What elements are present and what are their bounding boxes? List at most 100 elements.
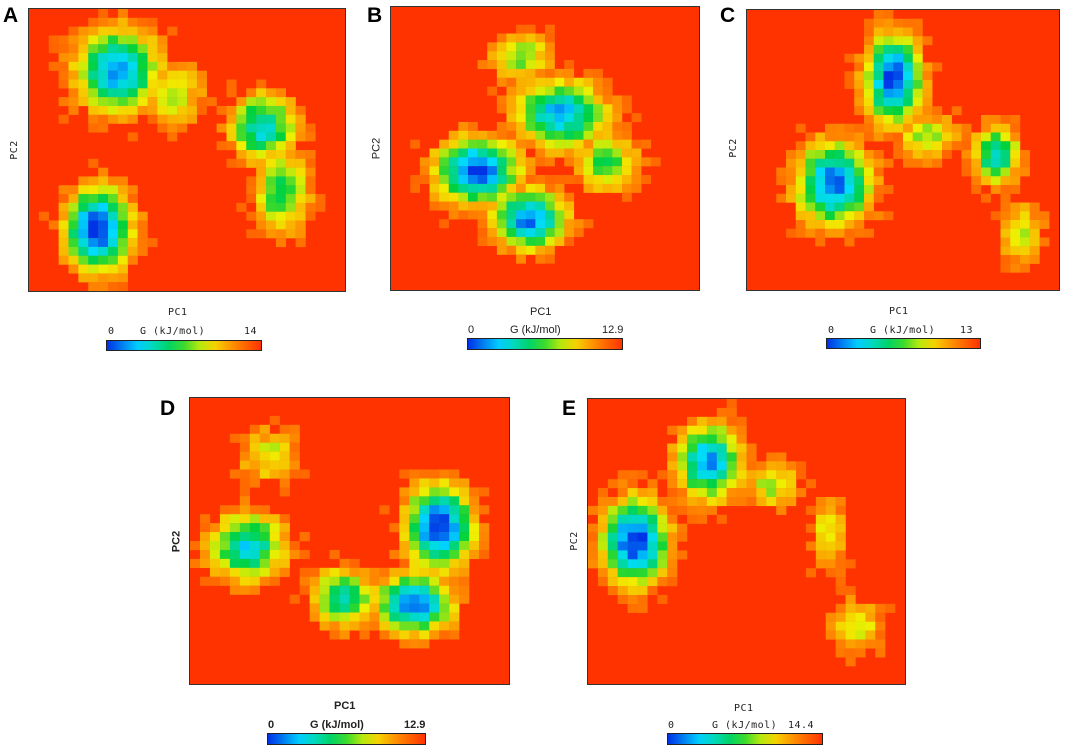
heatmap-cell — [1000, 123, 1011, 133]
heatmap-cell — [98, 273, 109, 283]
panel-label: A — [3, 4, 19, 27]
heatmap-cell — [137, 220, 148, 230]
heatmap-cell — [199, 558, 211, 568]
heatmap-cell — [525, 228, 536, 238]
heatmap-cell — [815, 237, 826, 247]
heatmap-cell — [256, 167, 267, 177]
heatmap-cell — [249, 585, 260, 595]
heatmap-cell — [137, 44, 148, 54]
heatmap-cell — [187, 105, 198, 115]
heatmap-cell — [477, 219, 488, 229]
heatmap-cell — [573, 86, 584, 96]
heatmap-cell — [479, 505, 490, 515]
heatmap-cell — [864, 27, 874, 37]
heatmap-cell — [535, 201, 546, 211]
heatmap-cell — [449, 612, 460, 622]
heatmap-cell — [535, 51, 546, 61]
heatmap-cell — [990, 150, 1001, 159]
heatmap-cell — [855, 612, 866, 622]
heatmap-cell — [922, 36, 933, 46]
heatmap-cell — [236, 141, 247, 151]
heatmap-cell — [873, 211, 884, 221]
heatmap-cell — [429, 175, 440, 185]
heatmap-cell — [1020, 237, 1030, 247]
heatmap-cell — [647, 496, 658, 507]
heatmap-cell — [319, 576, 330, 586]
heatmap-cell — [667, 443, 678, 453]
heatmap-cell — [506, 77, 517, 87]
heatmap-cell — [825, 523, 836, 533]
heatmap-cell — [912, 115, 923, 124]
heatmap-cell — [825, 202, 835, 212]
heatmap-cell — [545, 157, 555, 167]
heatmap-cell — [295, 229, 306, 239]
heatmap-cell — [1029, 228, 1040, 238]
heatmap-cell — [667, 470, 678, 480]
heatmap-cell — [554, 86, 565, 96]
heatmap-cell — [439, 532, 450, 542]
heatmap-cell — [88, 26, 99, 36]
heatmap-cell — [786, 150, 796, 159]
heatmap-cell — [716, 488, 727, 498]
heatmap-cell — [147, 44, 158, 54]
heatmap-cell — [786, 158, 796, 168]
heatmap-cell — [409, 639, 420, 649]
heatmap-cell — [469, 487, 480, 497]
heatmap-cell — [535, 60, 546, 70]
heatmap-cell — [259, 558, 270, 568]
heatmap-cell — [631, 148, 642, 158]
heatmap-cell — [1010, 220, 1021, 229]
heatmap-cell — [545, 95, 555, 105]
heatmap-cell — [477, 201, 488, 211]
heatmap-cell — [58, 97, 69, 107]
heatmap-cell — [349, 603, 360, 613]
heatmap-cell — [903, 132, 913, 142]
heatmap-cell — [439, 621, 450, 631]
heatmap-cell — [855, 603, 866, 613]
heatmap-cell — [516, 183, 526, 193]
heatmap-cell — [835, 550, 846, 560]
heatmap-cell — [98, 17, 109, 27]
heatmap-cell — [147, 97, 158, 107]
heatmap-cell — [990, 158, 1001, 168]
heatmap-cell — [875, 612, 886, 622]
heatmap-cell — [981, 158, 991, 168]
heatmap-cell — [687, 416, 698, 426]
heatmap-cell — [496, 228, 507, 238]
heatmap-cell — [269, 469, 280, 479]
heatmap-cell — [844, 80, 855, 89]
heatmap-cell — [88, 185, 99, 195]
heatmap-cell — [612, 175, 623, 185]
heatmap-cell — [1010, 141, 1021, 151]
heatmap-cell — [137, 238, 148, 248]
heatmap-cell — [259, 541, 270, 551]
heatmap-cell — [349, 612, 360, 622]
heatmap-cell — [468, 139, 478, 149]
heatmap-cell — [990, 176, 1001, 186]
heatmap-cell — [285, 229, 296, 239]
heatmap-cell — [845, 559, 856, 569]
heatmap-cell — [932, 158, 943, 168]
heatmap-cell — [147, 79, 158, 89]
heatmap-cell — [564, 121, 575, 131]
heatmap-cell — [617, 550, 628, 560]
heatmap-cell — [825, 158, 835, 168]
heatmap-cell — [815, 514, 826, 524]
heatmap-cell — [525, 139, 536, 149]
heatmap-cell — [525, 201, 536, 211]
heatmap-cell — [726, 470, 737, 480]
heatmap-cell — [647, 523, 658, 533]
heatmap-cell — [612, 121, 623, 131]
heatmap-cell — [167, 26, 178, 36]
heatmap-cell — [844, 71, 855, 81]
heatmap-cell — [448, 166, 459, 176]
heatmap-cell — [496, 139, 507, 149]
heatmap-cell — [409, 585, 420, 595]
heatmap-cell — [637, 532, 648, 542]
heatmap-cell — [597, 541, 609, 551]
heatmap-cell — [893, 141, 904, 151]
heatmap-cell — [834, 193, 845, 203]
x-axis-label: PC1 — [889, 306, 909, 317]
heatmap-cell — [854, 53, 865, 63]
heatmap-cell — [1020, 228, 1030, 238]
